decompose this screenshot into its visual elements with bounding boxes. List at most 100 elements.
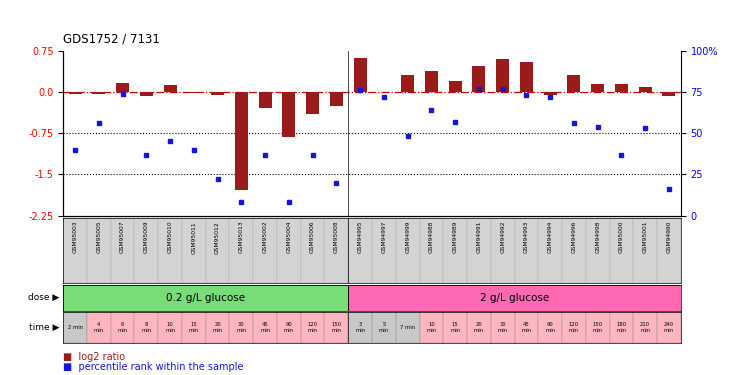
Bar: [348, 285, 681, 310]
Bar: [253, 312, 277, 343]
Bar: [449, 81, 462, 92]
Bar: [538, 312, 562, 343]
Text: 120
min: 120 min: [569, 322, 579, 333]
Bar: [63, 312, 87, 343]
Bar: [638, 87, 652, 92]
Bar: [609, 312, 633, 343]
Text: 15
min: 15 min: [450, 322, 461, 333]
Text: GSM94996: GSM94996: [571, 221, 577, 253]
Bar: [591, 84, 604, 92]
Text: dose ▶: dose ▶: [28, 293, 60, 302]
Text: 2 min: 2 min: [68, 325, 83, 330]
Text: GSM95011: GSM95011: [191, 221, 196, 254]
Text: 20
min: 20 min: [213, 322, 222, 333]
Bar: [135, 312, 158, 343]
Bar: [306, 92, 319, 114]
Text: ■  log2 ratio: ■ log2 ratio: [63, 352, 126, 362]
Text: 150
min: 150 min: [592, 322, 603, 333]
Text: GSM95004: GSM95004: [286, 221, 292, 253]
Bar: [348, 312, 372, 343]
Text: 15
min: 15 min: [189, 322, 199, 333]
Text: GSM94992: GSM94992: [500, 221, 505, 253]
Bar: [253, 217, 277, 283]
Bar: [496, 59, 509, 92]
Bar: [662, 92, 676, 96]
Bar: [443, 312, 467, 343]
Bar: [324, 217, 348, 283]
Bar: [372, 312, 396, 343]
Bar: [586, 217, 609, 283]
Bar: [353, 58, 367, 92]
Bar: [206, 217, 229, 283]
Bar: [158, 217, 182, 283]
Text: 240
min: 240 min: [664, 322, 674, 333]
Text: 5
min: 5 min: [379, 322, 389, 333]
Bar: [182, 217, 206, 283]
Bar: [538, 217, 562, 283]
Text: 90
min: 90 min: [283, 322, 294, 333]
Text: 210
min: 210 min: [640, 322, 650, 333]
Bar: [348, 217, 372, 283]
Text: GSM94995: GSM94995: [358, 221, 362, 253]
Text: 4
min: 4 min: [94, 322, 104, 333]
Bar: [443, 217, 467, 283]
Bar: [420, 312, 443, 343]
Bar: [235, 92, 248, 190]
Text: GDS1752 / 7131: GDS1752 / 7131: [63, 32, 160, 45]
Text: GSM95007: GSM95007: [120, 221, 125, 254]
Bar: [187, 92, 200, 93]
Text: GSM95006: GSM95006: [310, 221, 315, 253]
Bar: [633, 312, 657, 343]
Text: GSM94990: GSM94990: [667, 221, 671, 253]
Bar: [372, 217, 396, 283]
Text: GSM94993: GSM94993: [524, 221, 529, 253]
Bar: [87, 312, 111, 343]
Bar: [586, 312, 609, 343]
Text: 7 min: 7 min: [400, 325, 415, 330]
Text: GSM95003: GSM95003: [73, 221, 77, 253]
Bar: [277, 217, 301, 283]
Bar: [135, 217, 158, 283]
Bar: [491, 217, 515, 283]
Bar: [229, 312, 253, 343]
Bar: [63, 285, 348, 310]
Bar: [140, 92, 153, 96]
Bar: [87, 217, 111, 283]
Bar: [515, 312, 538, 343]
Bar: [467, 312, 491, 343]
Text: GSM94991: GSM94991: [476, 221, 481, 253]
Text: 10
min: 10 min: [165, 322, 175, 333]
Text: ■  percentile rank within the sample: ■ percentile rank within the sample: [63, 362, 244, 372]
Bar: [544, 92, 557, 94]
Text: GSM95002: GSM95002: [263, 221, 268, 254]
Text: GSM94988: GSM94988: [429, 221, 434, 253]
Bar: [420, 217, 443, 283]
Bar: [116, 82, 129, 92]
Text: 120
min: 120 min: [307, 322, 318, 333]
Text: 30
min: 30 min: [237, 322, 246, 333]
Bar: [301, 217, 324, 283]
Bar: [562, 217, 586, 283]
Text: 30
min: 30 min: [498, 322, 507, 333]
Bar: [562, 312, 586, 343]
Text: 2 g/L glucose: 2 g/L glucose: [480, 293, 549, 303]
Text: 45
min: 45 min: [522, 322, 531, 333]
Text: GSM94994: GSM94994: [548, 221, 553, 253]
Bar: [425, 71, 438, 92]
Bar: [401, 75, 414, 92]
Bar: [520, 62, 533, 92]
Text: GSM94989: GSM94989: [452, 221, 458, 253]
Bar: [206, 312, 229, 343]
Bar: [63, 217, 87, 283]
Text: GSM95012: GSM95012: [215, 221, 220, 254]
Bar: [158, 312, 182, 343]
Bar: [568, 75, 580, 92]
Text: GSM95008: GSM95008: [334, 221, 339, 253]
Text: GSM95005: GSM95005: [97, 221, 101, 254]
Bar: [633, 217, 657, 283]
Bar: [467, 217, 491, 283]
Text: 8
min: 8 min: [141, 322, 152, 333]
Text: GSM94998: GSM94998: [595, 221, 600, 253]
Text: 150
min: 150 min: [331, 322, 341, 333]
Text: GSM95009: GSM95009: [144, 221, 149, 253]
